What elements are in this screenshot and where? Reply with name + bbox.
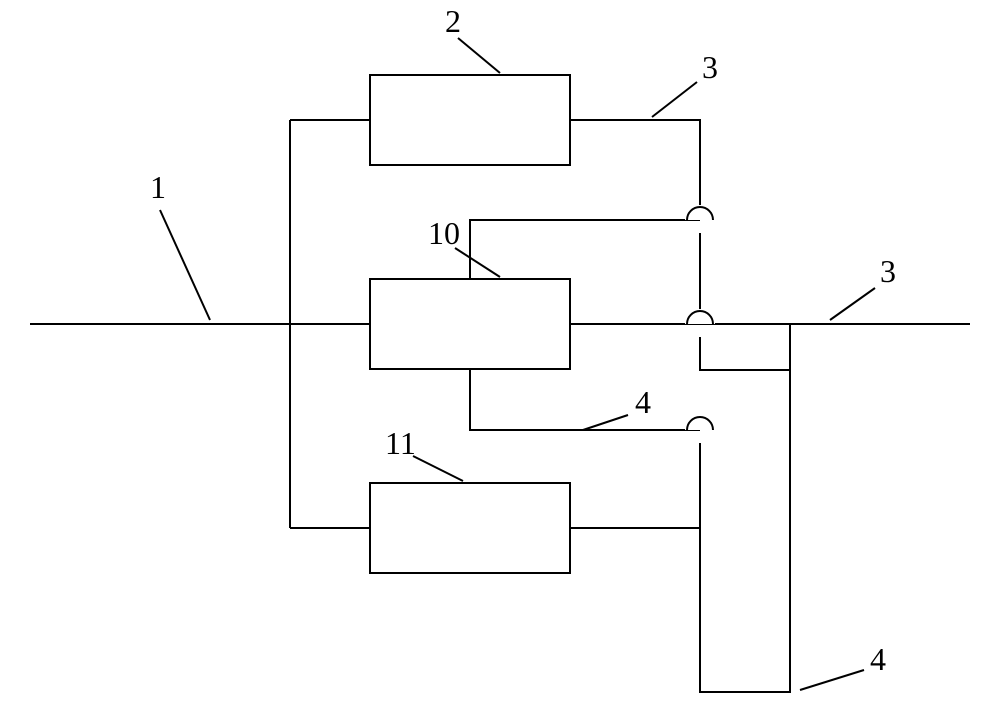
- leader-c3b: [830, 288, 875, 320]
- label-c4a: 4: [635, 384, 651, 420]
- leader-c10: [455, 248, 500, 277]
- leader-c3a: [652, 82, 697, 117]
- label-c11: 11: [385, 425, 416, 461]
- label-c1: 1: [150, 169, 166, 205]
- label-c3b: 3: [880, 253, 896, 289]
- wire-w-bus-4-down: [700, 370, 790, 692]
- label-c2: 2: [445, 3, 461, 39]
- wire-w-mid-up: [470, 220, 700, 279]
- leader-c11: [413, 456, 463, 481]
- wire-w-mid-down: [470, 369, 700, 430]
- box-top: [370, 75, 570, 165]
- leader-c4a: [583, 415, 628, 430]
- box-bottom: [370, 483, 570, 573]
- leader-c1: [160, 210, 210, 320]
- label-c4b: 4: [870, 641, 886, 677]
- label-c10: 10: [428, 215, 460, 251]
- nodes-group: [370, 75, 570, 573]
- box-mid: [370, 279, 570, 369]
- wires-group: [30, 120, 970, 692]
- schematic-diagram: 1 2 3 3 10 4 11 4: [0, 0, 1000, 719]
- label-c3a: 3: [702, 49, 718, 85]
- leader-c2: [458, 38, 500, 73]
- leader-c4b: [800, 670, 864, 690]
- wire-w-top-out: [570, 120, 700, 207]
- wire-w-bus-3-merge: [700, 324, 790, 370]
